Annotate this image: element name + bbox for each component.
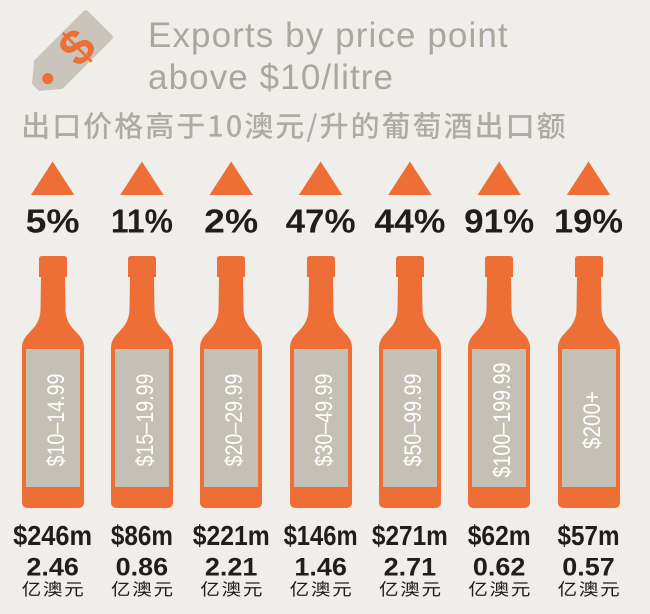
- svg-text:$100–199.99: $100–199.99: [489, 363, 516, 478]
- svg-text:47%: 47%: [286, 203, 356, 240]
- svg-text:$200+: $200+: [578, 391, 605, 449]
- svg-text:$271m: $271m: [372, 520, 448, 551]
- svg-text:11%: 11%: [111, 203, 173, 240]
- svg-text:1.46: 1.46: [294, 554, 347, 582]
- svg-text:$20–29.99: $20–29.99: [221, 374, 248, 467]
- svg-text:2%: 2%: [204, 203, 258, 240]
- svg-text:0.62: 0.62: [473, 554, 526, 582]
- svg-text:2.71: 2.71: [384, 554, 437, 582]
- svg-text:$246m: $246m: [13, 520, 92, 551]
- svg-text:$146m: $146m: [284, 520, 358, 551]
- svg-text:$62m: $62m: [468, 520, 531, 551]
- svg-text:2.21: 2.21: [205, 554, 258, 582]
- svg-text:$15–19.99: $15–19.99: [132, 374, 159, 467]
- svg-text:0.86: 0.86: [116, 554, 169, 582]
- svg-text:2.46: 2.46: [26, 554, 79, 582]
- svg-text:$57m: $57m: [558, 520, 620, 551]
- svg-text:$50–99.99: $50–99.99: [400, 374, 427, 467]
- svg-text:44%: 44%: [374, 203, 445, 240]
- svg-text:$10–14.99: $10–14.99: [42, 374, 69, 467]
- svg-text:19%: 19%: [554, 203, 623, 240]
- svg-text:5%: 5%: [26, 203, 80, 240]
- svg-text:91%: 91%: [464, 203, 534, 240]
- svg-text:$30–49.99: $30–49.99: [310, 374, 337, 467]
- svg-text:0.57: 0.57: [562, 554, 615, 582]
- svg-text:$86m: $86m: [111, 520, 173, 551]
- svg-text:$221m: $221m: [193, 520, 270, 551]
